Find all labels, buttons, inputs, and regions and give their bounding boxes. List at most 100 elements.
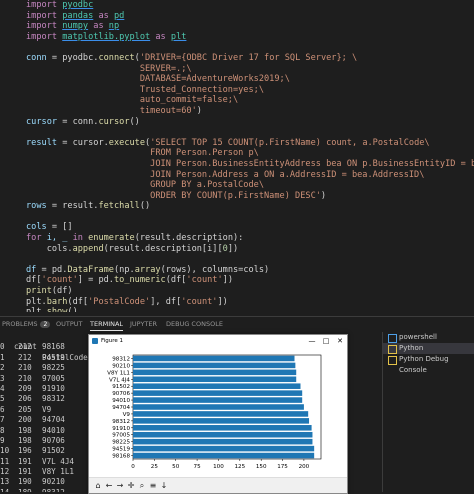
line-gutter [0, 0, 22, 312]
code-line[interactable]: result = cursor.execute('SELECT TOP 15 C… [26, 138, 474, 149]
code-token: cursor [26, 116, 58, 127]
tab-problems[interactable]: PROBLEMS 2 [2, 320, 51, 328]
bar [133, 397, 303, 403]
tab-terminal[interactable]: TERMINAL [90, 320, 124, 331]
code-token: plt. [26, 296, 47, 307]
tab-output[interactable]: OUTPUT [56, 320, 83, 328]
row-postalcode: 90210 [42, 477, 65, 487]
code-line[interactable]: conn = pyodbc.connect('DRIVER={ODBC Driv… [26, 53, 474, 64]
code-line[interactable]: for i, _ in enumerate(result.description… [26, 233, 474, 244]
code-line[interactable]: FROM Person.Person p\ [26, 148, 474, 159]
code-line[interactable] [26, 254, 474, 265]
y-tick-label: 97005 [112, 433, 130, 439]
code-token: ]) [217, 296, 228, 307]
y-tick-label: 90706 [112, 391, 130, 397]
code-line[interactable]: print(df) [26, 286, 474, 297]
code-line[interactable] [26, 127, 474, 138]
code-token: ORDER BY COUNT(p.FirstName) DESC' [26, 190, 321, 201]
zoom-icon[interactable]: ⌕ [139, 481, 145, 490]
close-icon[interactable]: ✕ [337, 337, 343, 345]
code-line[interactable]: Trusted_Connection=yes;\ [26, 85, 474, 96]
code-line[interactable]: DATABASE=AdventureWorks2019;\ [26, 74, 474, 85]
code-token: barh [46, 296, 68, 307]
code-line[interactable]: cols.append(result.description[i][0]) [26, 244, 474, 255]
configure-icon[interactable]: ≡ [149, 481, 157, 490]
code-line[interactable] [26, 212, 474, 223]
code-line[interactable]: df['count'] = pd.to_numeric(df['count']) [26, 275, 474, 286]
code-line[interactable]: import pandas as pd [26, 11, 474, 22]
maximize-icon[interactable]: □ [322, 337, 330, 345]
code-line[interactable]: plt.barh(df['PostalCode'], df['count']) [26, 297, 474, 308]
minimize-icon[interactable]: — [308, 337, 316, 345]
terminal-list-item[interactable]: powershell [383, 332, 474, 343]
code-token: Trusted_Connection=yes;\ [26, 84, 264, 95]
code-token: connect [98, 52, 135, 63]
code-token: array [134, 264, 161, 275]
code-line[interactable]: import numpy as np [26, 21, 474, 32]
x-tick-label: 150 [256, 464, 267, 470]
code-token: 'PostalCode' [88, 296, 151, 307]
code-line[interactable]: auto_commit=false;\ [26, 95, 474, 106]
row-count: 212 [18, 352, 32, 362]
code-token: 'SELECT TOP 15 COUNT(p.FirstName) count,… [150, 137, 430, 148]
table-row: 0 212 98168 [0, 342, 380, 352]
x-tick-label: 100 [213, 464, 224, 470]
code-line[interactable]: JOIN Person.BusinessEntityAddress bea ON… [26, 159, 474, 170]
code-token: ] = pd. [77, 275, 114, 286]
x-tick-label: 50 [172, 464, 180, 470]
x-tick-label: 25 [151, 464, 159, 470]
code-content[interactable]: import pyodbc import pandas as pd import n… [26, 0, 474, 312]
code-line[interactable]: cursor = conn.cursor() [26, 117, 474, 128]
bar [133, 390, 303, 396]
code-line[interactable]: GROUP BY a.PostalCode\ [26, 180, 474, 191]
code-token: cols [26, 222, 47, 233]
code-line[interactable]: cols = [] [26, 222, 474, 233]
plot-area[interactable]: 98312 90210 V8Y 1L1 V7L 4J4 91502 90706 94010 9… [89, 347, 347, 477]
code-editor[interactable]: import pyodbc import pandas as pd import n… [0, 0, 474, 312]
pan-icon[interactable]: ✛ [127, 481, 135, 490]
figure-title-bar[interactable]: Figure 1 — □ ✕ [89, 335, 347, 347]
code-line[interactable]: plt.show() [26, 307, 474, 312]
row-index: 14 [0, 488, 9, 492]
table-row: 6 205 V9 [0, 405, 380, 415]
tab-jupyter[interactable]: JUPYTER [130, 320, 158, 328]
terminal-list-label: Python Debug Console [399, 355, 449, 374]
terminal-list-item[interactable]: Python [383, 343, 474, 354]
code-token: import [26, 21, 63, 32]
row-postalcode: 98168 [42, 342, 65, 352]
code-line[interactable]: df = pd.DataFrame(np.array(rows), column… [26, 265, 474, 276]
code-token: GROUP BY a.PostalCode\ [26, 180, 264, 191]
forward-icon[interactable]: → [116, 481, 124, 490]
code-line[interactable]: JOIN Person.Address a ON a.AddressID = b… [26, 170, 474, 181]
tab-debug-console[interactable]: DEBUG CONSOLE [166, 320, 223, 328]
terminal-icon [388, 356, 397, 365]
code-line[interactable] [26, 42, 474, 53]
terminal-list-item[interactable]: Python Debug Console [383, 354, 474, 374]
terminal-icon [388, 345, 397, 354]
table-row: 10 196 91502 [0, 446, 380, 456]
table-row: 9 198 90706 [0, 436, 380, 446]
row-count: 196 [18, 446, 32, 456]
code-token: (df) [51, 286, 73, 297]
code-token: = pyodbc. [46, 52, 99, 63]
code-token: ( [145, 137, 151, 148]
figure-title: Figure 1 [101, 338, 124, 344]
code-line[interactable]: SERVER=.;\ [26, 64, 474, 75]
code-line[interactable]: ORDER BY COUNT(p.FirstName) DESC') [26, 191, 474, 202]
code-line[interactable]: timeout=60') [26, 106, 474, 117]
code-token: enumerate [88, 233, 135, 244]
home-icon[interactable]: ⌂ [95, 481, 101, 490]
y-tick-label: 94010 [112, 398, 130, 404]
row-count: 198 [18, 425, 32, 435]
back-icon[interactable]: ← [105, 481, 113, 490]
code-line[interactable]: rows = result.fetchall() [26, 201, 474, 212]
code-token: 'count' [181, 296, 218, 307]
row-index: 11 [0, 456, 10, 466]
save-icon[interactable]: ↓ [160, 481, 168, 490]
y-tick-label: 94519 [112, 447, 130, 453]
code-token: fetchall [98, 201, 140, 212]
code-line[interactable]: import matplotlib.pyplot as plt [26, 32, 474, 43]
code-line[interactable]: import pyodbc [26, 0, 474, 11]
figure-window[interactable]: Figure 1 — □ ✕ 98312 90210 V8Y 1L1 V7L 4J4 915… [88, 334, 348, 494]
code-token: ]) [227, 243, 239, 254]
